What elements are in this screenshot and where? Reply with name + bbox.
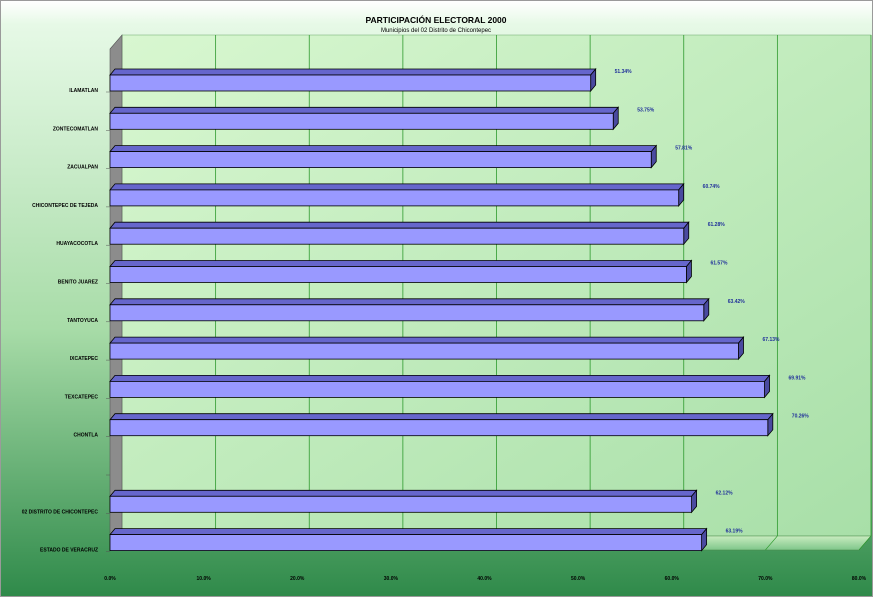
data-label: 69.91%: [789, 375, 807, 381]
bar: [109, 266, 687, 283]
data-label: 67.13%: [763, 337, 781, 343]
data-label: 53.75%: [637, 107, 655, 113]
y-category-label: ZACUALPAN: [67, 165, 98, 171]
bar: [109, 112, 614, 130]
chart-title: PARTICIPACIÓN ELECTORAL 2000: [365, 14, 506, 25]
data-label: 60.74%: [703, 184, 721, 190]
bar: [109, 495, 692, 513]
y-category-label: 02 DISTRITO DE CHICONTEPEC: [22, 509, 99, 515]
data-label: 62.12%: [716, 490, 734, 496]
x-tick-label: 60.0%: [665, 576, 680, 582]
y-category-label: ESTADO DE VERACRUZ: [40, 548, 98, 554]
bar-top: [109, 336, 745, 344]
bar: [109, 74, 592, 92]
plot-area: 0.0% 10.0% 20.0% 30.0% 40.0% 50.0% 60.0% 70.0% 8…: [22, 34, 872, 582]
bar-top: [109, 145, 658, 153]
y-category-label: ZONTECOMATLAN: [53, 126, 99, 132]
bar: [109, 342, 739, 360]
bar: [109, 304, 705, 322]
bar-top: [109, 221, 690, 229]
data-label: 63.42%: [728, 299, 746, 305]
bar-top: [109, 298, 710, 306]
chart-subtitle: Municipios del 02 Distrito de Chicontepe…: [381, 28, 491, 34]
bar-top: [109, 413, 774, 421]
y-category-label: IXCATEPEC: [70, 356, 99, 362]
y-category-label: CHICONTEPEC DE TEJEDA: [32, 203, 98, 209]
data-label: 61.57%: [710, 261, 728, 267]
y-category-label: HUAYACOCOTLA: [56, 241, 98, 247]
data-label: 57.81%: [675, 146, 693, 152]
floor-gridline: [765, 535, 778, 551]
data-label: 51.34%: [615, 69, 633, 75]
bar-top: [109, 106, 620, 114]
x-tick-label: 0.0%: [104, 576, 116, 582]
x-tick-label: 30.0%: [384, 576, 399, 582]
y-category-label: TANTOYUCA: [67, 318, 98, 324]
bar: [109, 419, 769, 437]
bar: [109, 189, 680, 207]
y-category-label: TEXCATEPEC: [65, 394, 99, 400]
y-category-label: BENITO JUAREZ: [58, 280, 98, 286]
bar-top: [109, 260, 693, 267]
data-label: 63.19%: [726, 529, 744, 535]
bar: [109, 151, 652, 169]
x-tick-label: 40.0%: [477, 576, 492, 582]
bar: [109, 380, 765, 398]
bar-top: [109, 489, 698, 497]
data-label: 61.28%: [708, 222, 726, 228]
x-tick-label: 20.0%: [290, 576, 305, 582]
x-tick-label: 50.0%: [571, 576, 586, 582]
data-label: 70.26%: [792, 414, 810, 420]
x-tick-label: 70.0%: [758, 576, 773, 582]
floor-gridline: [858, 535, 872, 551]
x-tick-label: 80.0%: [852, 576, 867, 582]
bar: [109, 227, 685, 245]
bar-top: [109, 68, 597, 76]
bar-top: [109, 374, 771, 382]
y-category-label: CHONTLA: [74, 433, 99, 439]
x-tick-label: 10.0%: [197, 576, 212, 582]
bar: [109, 534, 703, 551]
bar-top: [109, 183, 685, 191]
bar-top: [109, 528, 708, 535]
y-category-label: ILAMATLAN: [69, 88, 98, 94]
